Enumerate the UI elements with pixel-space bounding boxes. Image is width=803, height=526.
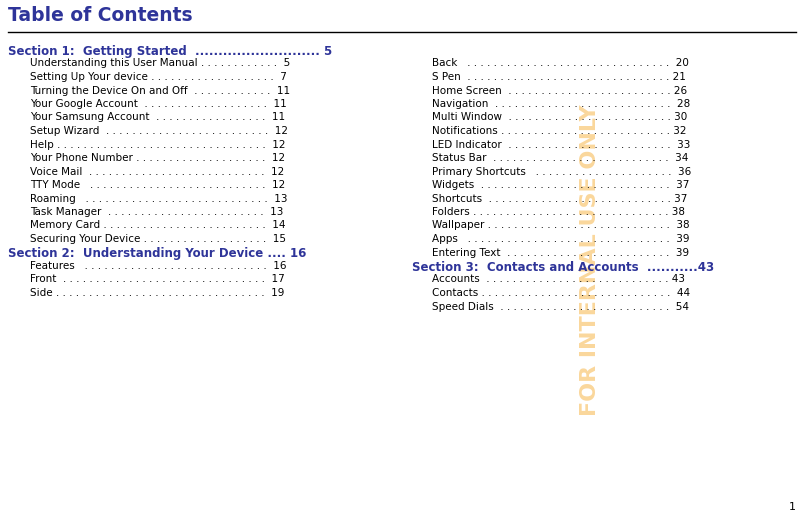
Text: Status Bar  . . . . . . . . . . . . . . . . . . . . . . . . . . .  34: Status Bar . . . . . . . . . . . . . . .…	[431, 153, 687, 163]
Text: Setup Wizard  . . . . . . . . . . . . . . . . . . . . . . . . .  12: Setup Wizard . . . . . . . . . . . . . .…	[30, 126, 287, 136]
Text: Task Manager  . . . . . . . . . . . . . . . . . . . . . . . .  13: Task Manager . . . . . . . . . . . . . .…	[30, 207, 283, 217]
Text: Setting Up Your device . . . . . . . . . . . . . . . . . . .  7: Setting Up Your device . . . . . . . . .…	[30, 72, 287, 82]
Text: Navigation  . . . . . . . . . . . . . . . . . . . . . . . . . . .  28: Navigation . . . . . . . . . . . . . . .…	[431, 99, 690, 109]
Text: Folders . . . . . . . . . . . . . . . . . . . . . . . . . . . . . . 38: Folders . . . . . . . . . . . . . . . . …	[431, 207, 684, 217]
Text: FOR INTERNAL USE ONLY: FOR INTERNAL USE ONLY	[579, 104, 599, 416]
Text: Your Samsung Account  . . . . . . . . . . . . . . . . .  11: Your Samsung Account . . . . . . . . . .…	[30, 113, 285, 123]
Text: Multi Window  . . . . . . . . . . . . . . . . . . . . . . . . . 30: Multi Window . . . . . . . . . . . . . .…	[431, 113, 687, 123]
Text: Your Phone Number . . . . . . . . . . . . . . . . . . . .  12: Your Phone Number . . . . . . . . . . . …	[30, 153, 285, 163]
Text: 1: 1	[788, 502, 795, 512]
Text: S Pen  . . . . . . . . . . . . . . . . . . . . . . . . . . . . . . . 21: S Pen . . . . . . . . . . . . . . . . . …	[431, 72, 685, 82]
Text: Features   . . . . . . . . . . . . . . . . . . . . . . . . . . . .  16: Features . . . . . . . . . . . . . . . .…	[30, 261, 286, 271]
Text: Roaming   . . . . . . . . . . . . . . . . . . . . . . . . . . . .  13: Roaming . . . . . . . . . . . . . . . . …	[30, 194, 287, 204]
Text: Your Google Account  . . . . . . . . . . . . . . . . . . .  11: Your Google Account . . . . . . . . . . …	[30, 99, 287, 109]
Text: Back   . . . . . . . . . . . . . . . . . . . . . . . . . . . . . . .  20: Back . . . . . . . . . . . . . . . . . .…	[431, 58, 688, 68]
Text: Contacts . . . . . . . . . . . . . . . . . . . . . . . . . . . . .  44: Contacts . . . . . . . . . . . . . . . .…	[431, 288, 689, 298]
Text: Entering Text  . . . . . . . . . . . . . . . . . . . . . . . . .  39: Entering Text . . . . . . . . . . . . . …	[431, 248, 688, 258]
Text: Help . . . . . . . . . . . . . . . . . . . . . . . . . . . . . . . .  12: Help . . . . . . . . . . . . . . . . . .…	[30, 139, 285, 149]
Text: Primary Shortcuts   . . . . . . . . . . . . . . . . . . . . .  36: Primary Shortcuts . . . . . . . . . . . …	[431, 167, 691, 177]
Text: Section 2:  Understanding Your Device .... 16: Section 2: Understanding Your Device ...…	[8, 248, 306, 260]
Text: Widgets  . . . . . . . . . . . . . . . . . . . . . . . . . . . . .  37: Widgets . . . . . . . . . . . . . . . . …	[431, 180, 688, 190]
Text: Shortcuts  . . . . . . . . . . . . . . . . . . . . . . . . . . . . 37: Shortcuts . . . . . . . . . . . . . . . …	[431, 194, 687, 204]
Text: Wallpaper . . . . . . . . . . . . . . . . . . . . . . . . . . . .  38: Wallpaper . . . . . . . . . . . . . . . …	[431, 220, 689, 230]
Text: Understanding this User Manual . . . . . . . . . . . .  5: Understanding this User Manual . . . . .…	[30, 58, 290, 68]
Text: Securing Your Device . . . . . . . . . . . . . . . . . . .  15: Securing Your Device . . . . . . . . . .…	[30, 234, 286, 244]
Text: Home Screen  . . . . . . . . . . . . . . . . . . . . . . . . . 26: Home Screen . . . . . . . . . . . . . . …	[431, 86, 687, 96]
Text: Table of Contents: Table of Contents	[8, 6, 193, 25]
Text: Memory Card . . . . . . . . . . . . . . . . . . . . . . . . .  14: Memory Card . . . . . . . . . . . . . . …	[30, 220, 285, 230]
Text: Accounts  . . . . . . . . . . . . . . . . . . . . . . . . . . . . 43: Accounts . . . . . . . . . . . . . . . .…	[431, 275, 684, 285]
Text: Side . . . . . . . . . . . . . . . . . . . . . . . . . . . . . . . .  19: Side . . . . . . . . . . . . . . . . . .…	[30, 288, 284, 298]
Text: Speed Dials  . . . . . . . . . . . . . . . . . . . . . . . . . .  54: Speed Dials . . . . . . . . . . . . . . …	[431, 301, 688, 311]
Text: Section 1:  Getting Started  ........................... 5: Section 1: Getting Started .............…	[8, 45, 332, 58]
Text: Notifications . . . . . . . . . . . . . . . . . . . . . . . . . . 32: Notifications . . . . . . . . . . . . . …	[431, 126, 686, 136]
Text: TTY Mode   . . . . . . . . . . . . . . . . . . . . . . . . . . .  12: TTY Mode . . . . . . . . . . . . . . . .…	[30, 180, 285, 190]
Text: Apps   . . . . . . . . . . . . . . . . . . . . . . . . . . . . . . .  39: Apps . . . . . . . . . . . . . . . . . .…	[431, 234, 689, 244]
Text: Front  . . . . . . . . . . . . . . . . . . . . . . . . . . . . . . .  17: Front . . . . . . . . . . . . . . . . . …	[30, 275, 284, 285]
Text: Voice Mail  . . . . . . . . . . . . . . . . . . . . . . . . . . .  12: Voice Mail . . . . . . . . . . . . . . .…	[30, 167, 284, 177]
Text: Turning the Device On and Off  . . . . . . . . . . . .  11: Turning the Device On and Off . . . . . …	[30, 86, 290, 96]
Text: LED Indicator  . . . . . . . . . . . . . . . . . . . . . . . . .  33: LED Indicator . . . . . . . . . . . . . …	[431, 139, 690, 149]
Text: Section 3:  Contacts and Accounts  ...........43: Section 3: Contacts and Accounts .......…	[411, 261, 713, 274]
